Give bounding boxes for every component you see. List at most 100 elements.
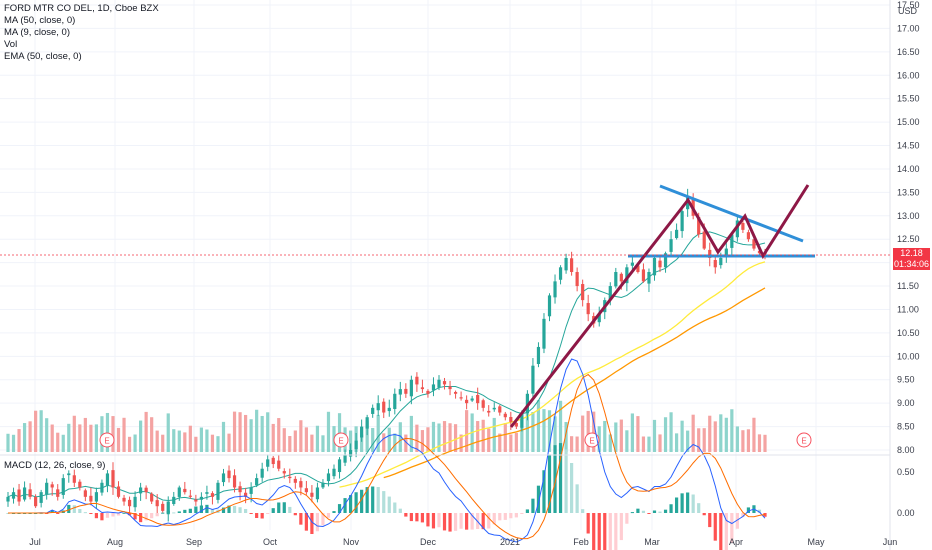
candle-body [476, 394, 480, 404]
volume-bar [382, 433, 386, 452]
volume-bar [520, 419, 524, 452]
candle-body [708, 249, 712, 258]
indicator-vol[interactable]: Vol [4, 39, 18, 50]
volume-bar [652, 419, 657, 452]
candle-body [431, 384, 436, 391]
macd-histogram-bar [448, 513, 452, 532]
candle-body [199, 496, 203, 500]
volume-bar [199, 427, 203, 452]
earnings-marker-label: E [338, 437, 343, 446]
macd-histogram-bar [337, 504, 342, 513]
macd-histogram-bar [111, 513, 115, 517]
time-axis[interactable]: Jul Aug Sep Oct Nov Dec 2021 Feb Mar Apr May Jun [29, 537, 897, 547]
candle-body [702, 231, 706, 249]
volume-bar [757, 434, 762, 452]
ma9-line [7, 231, 766, 501]
volume-bar [663, 417, 668, 452]
macd-histogram-bar [89, 513, 93, 514]
indicator-ma50[interactable]: MA (50, close, 0) [4, 15, 76, 26]
macd-histogram-bar [420, 513, 425, 523]
macd-histogram-bar [636, 508, 640, 513]
macd-histogram-bar [139, 513, 143, 523]
macd-histogram-bar [255, 513, 259, 518]
price-tick-label: 11.50 [897, 281, 919, 291]
volume-bar [271, 423, 275, 452]
macd-histogram-bar [376, 487, 380, 513]
macd-histogram-bar [299, 513, 303, 525]
macd-histogram-bar [459, 513, 463, 529]
candle-body [45, 482, 49, 495]
volume-bar [741, 430, 745, 452]
macd-histogram-bar [116, 513, 121, 516]
candle-body [282, 471, 286, 474]
volume-bar [255, 409, 259, 452]
volume-bar [614, 422, 618, 452]
macd-histogram-bar [415, 513, 419, 522]
candle-body [50, 484, 54, 488]
candle-body [647, 272, 651, 284]
candle-body [360, 426, 364, 438]
macd-histogram-bar [326, 513, 331, 518]
candle-body [586, 303, 590, 315]
candle-body [354, 440, 358, 450]
macd-histogram-bar [686, 492, 690, 513]
candle-body [382, 401, 386, 413]
volume-bar [61, 434, 65, 452]
volume-bar [730, 409, 734, 452]
volume-bar [122, 417, 126, 452]
volume-bar [669, 412, 673, 452]
macd-histogram-bar [525, 509, 530, 513]
macd-histogram-bar [564, 449, 568, 513]
macd-histogram-bar [354, 492, 358, 513]
candle-body [6, 496, 10, 502]
volume-bar [188, 425, 192, 452]
macd-histogram-bar [669, 504, 673, 513]
date-tick-label: Mar [644, 537, 660, 547]
volume-bar [45, 418, 49, 452]
volume-bar [83, 417, 87, 452]
macd-histogram-bar [724, 513, 728, 550]
candle-body [608, 286, 612, 300]
volume-bar [227, 433, 231, 452]
price-tick-label: 17.50 [897, 0, 920, 10]
earnings-marker [333, 432, 349, 448]
volume-bar [509, 434, 513, 452]
symbol-title[interactable]: FORD MTR CO DEL, 1D, Cboe BZX [4, 3, 159, 14]
candle-body [337, 459, 342, 473]
volume-bar [127, 436, 132, 452]
candle-body [39, 492, 43, 503]
candle-body [310, 492, 314, 497]
volume-bar [404, 434, 408, 452]
candle-body [34, 496, 38, 507]
volume-bar [387, 427, 391, 452]
macd-legend[interactable]: MACD (12, 26, close, 9) [4, 460, 106, 471]
candle-body [442, 381, 447, 385]
candle-body [415, 376, 419, 385]
price-tick-label: 8.00 [897, 445, 915, 455]
volume-bar [116, 427, 121, 452]
candle-body [243, 492, 248, 497]
volume-bar [177, 430, 181, 452]
macd-histogram-bar [630, 512, 634, 514]
price-tick-label: 15.50 [897, 94, 920, 104]
price-axis[interactable]: 17.50 17.00 16.50 16.00 15.50 15.00 14.50 14.00… [897, 0, 920, 518]
volume-bar [719, 414, 723, 452]
macd-histogram-bar [570, 463, 574, 513]
volume-bar [476, 421, 480, 452]
macd-histogram-bar [161, 512, 165, 514]
price-tick-label: 16.50 [897, 47, 920, 57]
indicator-ma9[interactable]: MA (9, close, 0) [4, 27, 70, 38]
candle-body [111, 470, 115, 488]
price-tick-label: 11.00 [897, 304, 919, 314]
price-tick-label: 10.50 [897, 328, 920, 338]
candle-body [122, 497, 126, 502]
indicator-ema50[interactable]: EMA (50, close, 0) [4, 51, 82, 62]
candle-body [697, 216, 701, 235]
candle-body [67, 473, 71, 476]
volume-bar [647, 436, 651, 452]
trend-lines[interactable] [509, 184, 815, 428]
volume-bar [56, 432, 60, 452]
candle-body [448, 386, 452, 390]
